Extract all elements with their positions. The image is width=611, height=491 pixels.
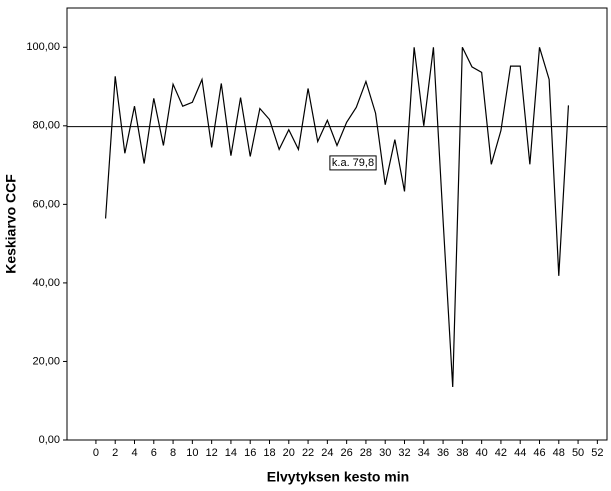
x-axis-title: Elvytyksen kesto min <box>267 469 409 485</box>
y-tick-label: 80,00 <box>32 120 60 132</box>
x-tick-label: 40 <box>476 447 488 459</box>
x-tick-label: 18 <box>263 447 275 459</box>
x-tick-label: 0 <box>93 447 99 459</box>
x-tick-label: 48 <box>553 447 565 459</box>
x-tick-label: 24 <box>321 447 333 459</box>
x-tick-label: 2 <box>112 447 118 459</box>
x-tick-label: 14 <box>225 447 237 459</box>
x-tick-label: 22 <box>302 447 314 459</box>
data-line <box>104 47 570 388</box>
reference-label: k.a. 79,8 <box>332 157 374 169</box>
x-tick-label: 38 <box>456 447 468 459</box>
x-tick-label: 42 <box>495 447 507 459</box>
x-tick-label: 6 <box>151 447 157 459</box>
x-tick-label: 12 <box>206 447 218 459</box>
y-axis-title: Keskiarvo CCF <box>3 174 19 274</box>
x-tick-label: 34 <box>418 447 430 459</box>
x-tick-label: 36 <box>437 447 449 459</box>
x-tick-label: 20 <box>283 447 295 459</box>
y-tick-label: 20,00 <box>32 355 60 367</box>
x-tick-label: 26 <box>341 447 353 459</box>
x-tick-label: 16 <box>244 447 256 459</box>
x-tick-label: 30 <box>379 447 391 459</box>
x-tick-label: 50 <box>572 447 584 459</box>
x-tick-label: 10 <box>186 447 198 459</box>
x-tick-label: 28 <box>360 447 372 459</box>
x-tick-label: 32 <box>398 447 410 459</box>
y-tick-label: 100,00 <box>26 41 60 53</box>
x-tick-label: 44 <box>514 447 526 459</box>
y-tick-label: 0,00 <box>39 434 60 446</box>
x-tick-label: 46 <box>533 447 545 459</box>
y-tick-label: 60,00 <box>32 198 60 210</box>
y-tick-label: 40,00 <box>32 277 60 289</box>
x-tick-label: 4 <box>131 447 137 459</box>
x-tick-label: 8 <box>170 447 176 459</box>
x-tick-label: 52 <box>591 447 603 459</box>
reference-label-box <box>329 155 377 171</box>
plot-frame <box>66 7 608 441</box>
